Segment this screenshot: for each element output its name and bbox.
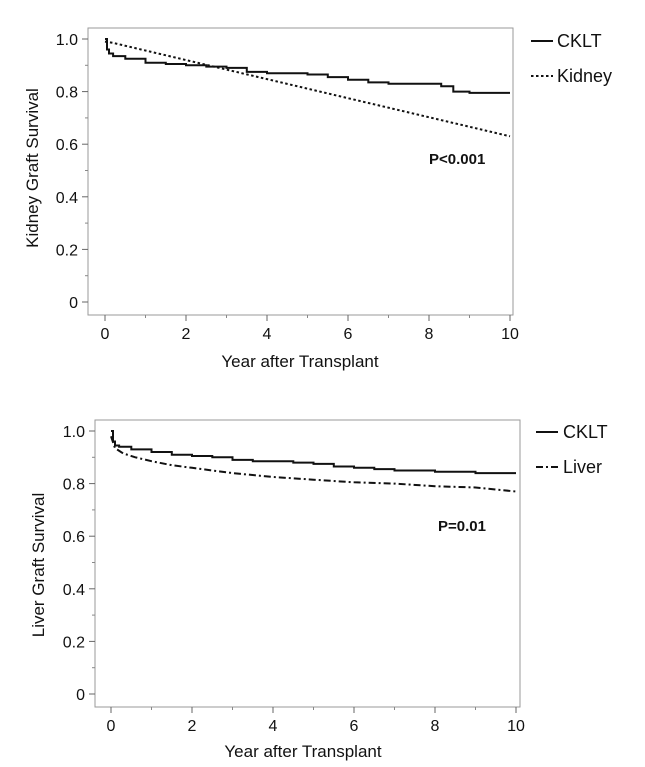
x-tick-label: 4 [263,326,272,343]
y-tick-labels: 0 0.2 0.4 0.6 0.8 1.0 [63,424,85,704]
x-tick-label: 10 [507,718,525,735]
p-value-annotation: P=0.01 [438,518,486,535]
y-tick-label: 0.8 [56,85,78,102]
series-layer [110,430,517,493]
legend-label-liver: Liver [563,457,602,477]
y-axis-title: Kidney Graft Survival [23,88,42,248]
plot-frame [87,27,514,316]
y-tick-label: 0.4 [56,190,78,207]
y-tick-label: 0.4 [63,582,85,599]
series-layer [104,38,511,138]
x-axis-title: Year after Transplant [224,742,381,761]
y-tick-label: 0.6 [56,137,78,154]
y-tick-label: 0.2 [56,242,78,259]
x-tick-labels: 0 2 4 6 8 10 [101,326,519,343]
y-tick-label: 0.8 [63,477,85,494]
legend-label-cklt: CKLT [557,31,602,51]
x-axis-title: Year after Transplant [221,352,378,371]
y-tick-label: 1.0 [63,424,85,441]
series-line-liver [110,435,517,493]
x-tick-label: 4 [269,718,278,735]
x-tick-label: 0 [101,326,110,343]
series-line-kidney [104,40,511,138]
x-tick-label: 8 [425,326,434,343]
y-tick-label: 0.2 [63,634,85,651]
x-tick-label: 6 [350,718,359,735]
y-tick-label: 0.6 [63,529,85,546]
legend: CKLT Liver [536,422,608,477]
x-tick-label: 6 [344,326,353,343]
legend-label-cklt: CKLT [563,422,608,442]
kidney-survival-chart: 0 0.2 0.4 0.6 0.8 1.0 0 2 4 6 8 10 Kidney Graft Su… [23,27,612,371]
axis-ticks [89,430,517,713]
y-tick-labels: 0 0.2 0.4 0.6 0.8 1.0 [56,32,78,312]
x-tick-label: 8 [431,718,440,735]
x-tick-label: 2 [188,718,197,735]
liver-survival-chart: 0 0.2 0.4 0.6 0.8 1.0 0 2 4 6 8 10 Liver Graft Sur… [29,419,608,761]
series-line-cklt [105,38,510,94]
legend-label-kidney: Kidney [557,66,612,86]
legend: CKLT Kidney [531,31,612,86]
series-line-cklt [111,430,516,475]
y-axis-title: Liver Graft Survival [29,493,48,638]
x-tick-label: 0 [107,718,116,735]
p-value-annotation: P<0.001 [429,151,485,168]
y-tick-label: 0 [76,687,85,704]
x-tick-labels: 0 2 4 6 8 10 [107,718,525,735]
plot-frame [94,419,521,708]
y-tick-label: 1.0 [56,32,78,49]
x-tick-label: 10 [501,326,519,343]
y-tick-label: 0 [69,295,78,312]
x-tick-label: 2 [182,326,191,343]
axis-ticks [82,38,511,321]
